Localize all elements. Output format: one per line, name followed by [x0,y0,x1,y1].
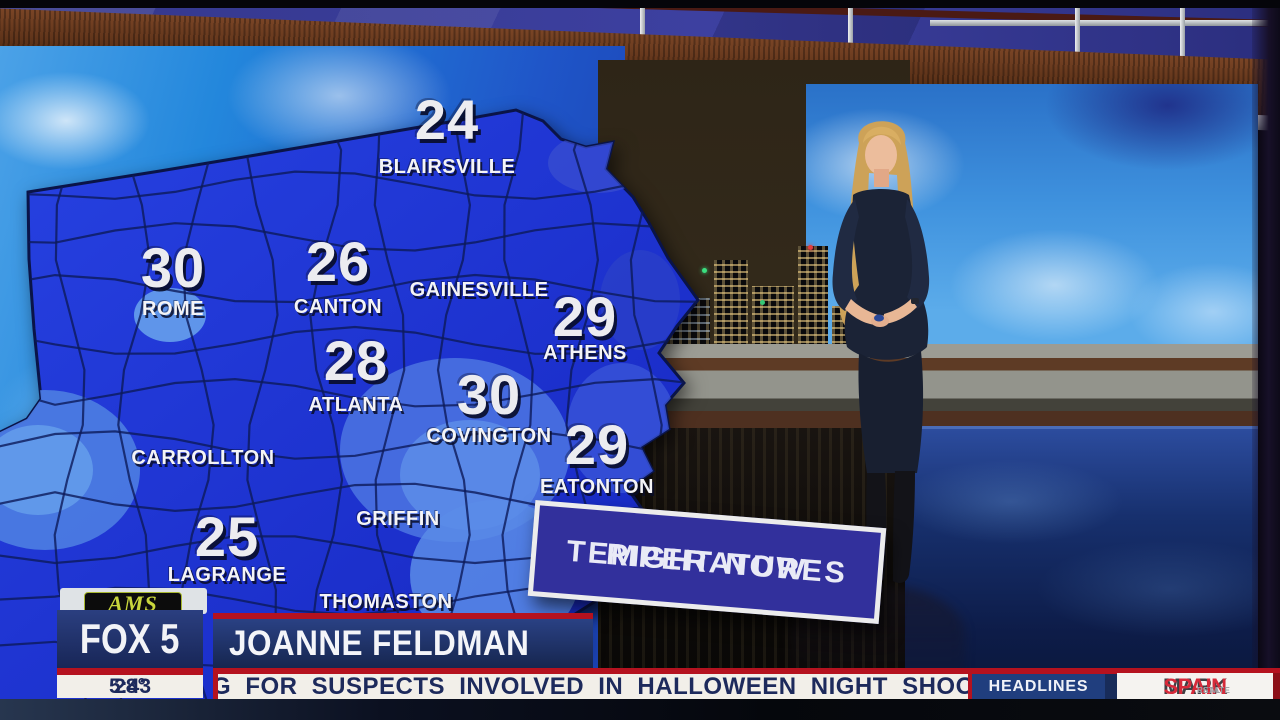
presenter-sleeve-left [832,199,859,311]
ams-seal-backdrop: AMS [60,588,207,614]
red-divider [213,613,593,619]
presenter-skirt [858,351,924,473]
outdoor-temperature: 28° [114,674,146,698]
frame-top-edge [0,0,1280,8]
presenter-name: JOANNE FELDMAN [229,623,530,663]
presenter-forearm-left [845,299,878,325]
station-logo: FOX 5 [57,610,203,668]
presenter-clicker [874,314,884,322]
railing-bar [930,20,1280,26]
railing-post [640,2,645,64]
tower-beacon-light [808,245,813,250]
presenter-sleeve-right [905,199,930,309]
clock: 5:43 [108,674,152,698]
railing-post [1180,2,1185,88]
badge-spacer [1105,674,1117,699]
ams-badge-label: AMS [108,591,158,615]
station-logo-text: FOX 5 [80,615,180,662]
frame-bottom-edge [0,699,1280,720]
presenter-neck [874,169,889,187]
building-light [760,300,765,305]
news-ticker: G FOR SUSPECTS INVOLVED IN HALLOWEEN NIG… [213,674,968,699]
railing-post [848,2,853,64]
railing-post [1075,2,1080,82]
sponsor-word-mark: MARK [1163,673,1228,699]
window-ledge [598,344,1258,432]
presenter-head [865,135,897,175]
red-divider [213,668,1280,674]
red-divider [57,668,203,675]
building-light [702,268,707,273]
time-temperature-bar: 5:43 28° [57,675,203,698]
presenter-watch [911,298,919,304]
presenter-joanne-feldman [832,121,930,584]
headlines-badge: HEADLINES [968,674,1105,699]
presenter-fringe [863,126,901,145]
frame-right-edge [1252,0,1280,720]
headlines-badge-label: HEADLINES [988,677,1089,695]
presenter-name-banner: JOANNE FELDMAN [213,619,593,668]
frame-corner-edge [1273,673,1280,700]
presenter-boot-right [893,471,915,583]
sponsor-word-spain: SPAIN [1163,673,1227,699]
ticker-text: G FOR SUSPECTS INVOLVED IN HALLOWEEN NIG… [213,674,968,699]
ams-badge: AMS [84,592,182,614]
sponsor-tagline-line1: REAL [1197,685,1221,695]
sign-line2: RIGHT NOW [605,537,809,587]
presenter-forearm-right [884,299,917,324]
sponsor-logo: MARK SPAIN REAL ESTATE [1117,673,1273,700]
sponsor-tagline-line2: ESTATE [1197,685,1231,695]
